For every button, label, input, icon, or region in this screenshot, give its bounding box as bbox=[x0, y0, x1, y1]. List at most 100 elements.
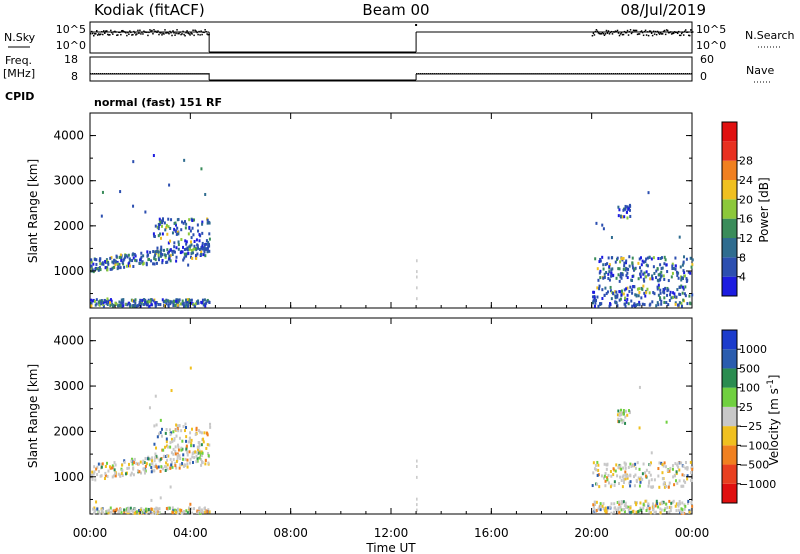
freq-point bbox=[480, 73, 482, 75]
echo-cell bbox=[132, 264, 135, 268]
freq-point bbox=[208, 73, 210, 75]
echo-cell bbox=[623, 215, 626, 219]
echo-cell bbox=[185, 298, 188, 302]
echo-cell bbox=[597, 468, 600, 472]
echo-cell bbox=[133, 252, 136, 256]
echo-cell bbox=[173, 508, 176, 512]
echo-cell bbox=[608, 278, 611, 282]
echo-cell bbox=[638, 290, 641, 294]
echo-cell bbox=[176, 511, 179, 515]
echo-cell bbox=[645, 509, 648, 513]
echo-cell bbox=[627, 505, 630, 509]
echo-cell bbox=[119, 190, 122, 194]
echo-cell bbox=[207, 241, 210, 245]
echo-cell bbox=[195, 460, 198, 464]
echo-cell bbox=[108, 508, 111, 512]
nsky-trace bbox=[89, 24, 694, 53]
echo-cell bbox=[688, 294, 691, 298]
echo-cell bbox=[94, 478, 97, 482]
echo-cell bbox=[154, 452, 157, 456]
echo-cell bbox=[631, 263, 634, 267]
echo-cell bbox=[685, 277, 688, 281]
echo-cell bbox=[153, 459, 156, 463]
echo-cell bbox=[186, 246, 189, 250]
echo-cell bbox=[188, 245, 191, 249]
echo-cell bbox=[165, 461, 168, 465]
echo-cell bbox=[608, 304, 611, 308]
echo-cell bbox=[659, 288, 662, 292]
echo-cell bbox=[650, 478, 653, 482]
echo-cell bbox=[93, 470, 96, 474]
echo-cell bbox=[197, 441, 200, 445]
echo-cell bbox=[619, 475, 622, 479]
noise-point bbox=[678, 34, 681, 37]
echo-cell bbox=[627, 507, 630, 511]
echo-cell bbox=[624, 204, 627, 208]
echo-cell bbox=[685, 279, 688, 283]
noise-point bbox=[145, 31, 147, 33]
echo-cell bbox=[686, 477, 689, 481]
freq-point bbox=[118, 73, 120, 75]
echo-cell bbox=[626, 216, 629, 220]
echo-cell bbox=[137, 511, 140, 515]
noise-point bbox=[603, 34, 606, 37]
echo-cell bbox=[159, 457, 162, 461]
freq-point bbox=[498, 73, 500, 75]
noise-point bbox=[167, 32, 169, 34]
echo-cell bbox=[610, 502, 613, 506]
freq-point bbox=[196, 73, 198, 75]
echo-cell bbox=[190, 444, 193, 448]
echo-cell bbox=[171, 440, 174, 444]
noise-point bbox=[107, 33, 109, 36]
noise-point bbox=[651, 34, 654, 37]
noise-point bbox=[203, 31, 205, 34]
freq-point bbox=[194, 73, 196, 75]
noise-point bbox=[98, 33, 100, 35]
echo-cell bbox=[185, 300, 188, 304]
echo-cell bbox=[625, 274, 628, 278]
station-title: Kodiak (fitACF) bbox=[94, 1, 205, 19]
echo-cell bbox=[616, 295, 619, 299]
noise-point bbox=[142, 33, 144, 35]
noise-point bbox=[653, 33, 656, 35]
echo-cell bbox=[157, 253, 160, 257]
noise-point bbox=[91, 30, 93, 33]
echo-cell bbox=[146, 300, 149, 304]
echo-cell bbox=[627, 465, 630, 469]
freq-point bbox=[546, 73, 548, 75]
echo-cell bbox=[648, 479, 651, 483]
colorbar-swatch bbox=[722, 218, 737, 238]
noise-point bbox=[102, 33, 104, 36]
freq-point bbox=[176, 73, 178, 75]
echo-cell bbox=[170, 389, 173, 393]
echo-cell bbox=[185, 435, 188, 439]
echo-cell bbox=[182, 221, 185, 225]
velocity-cbar-label-sup: -1 bbox=[766, 379, 776, 388]
echo-cell bbox=[604, 286, 607, 290]
noise-point bbox=[632, 29, 635, 32]
echo-cell bbox=[682, 260, 685, 264]
echo-cell bbox=[166, 467, 169, 471]
echo-cell bbox=[122, 298, 125, 302]
velocity-cbar-label-end: ] bbox=[767, 375, 781, 380]
echo-cell bbox=[126, 303, 129, 307]
echo-cell bbox=[603, 293, 606, 297]
echo-cell bbox=[663, 296, 666, 300]
echo-cell bbox=[184, 457, 187, 461]
colorbar-tick-label: 20 bbox=[739, 193, 753, 206]
noise-point bbox=[152, 33, 154, 35]
echo-cell bbox=[114, 263, 117, 267]
echo-cell bbox=[645, 263, 648, 267]
echo-cell bbox=[159, 431, 162, 435]
echo-cell bbox=[677, 502, 680, 506]
echo-cell bbox=[160, 245, 163, 249]
echo-cell bbox=[592, 290, 595, 294]
echo-cell bbox=[614, 469, 617, 473]
noise-point bbox=[202, 31, 204, 33]
noise-point bbox=[192, 29, 194, 32]
echo-cell bbox=[599, 505, 602, 509]
echo-cell bbox=[691, 293, 694, 297]
noise-point bbox=[169, 30, 171, 33]
echo-cell bbox=[115, 255, 118, 259]
echo-cell bbox=[174, 461, 177, 465]
